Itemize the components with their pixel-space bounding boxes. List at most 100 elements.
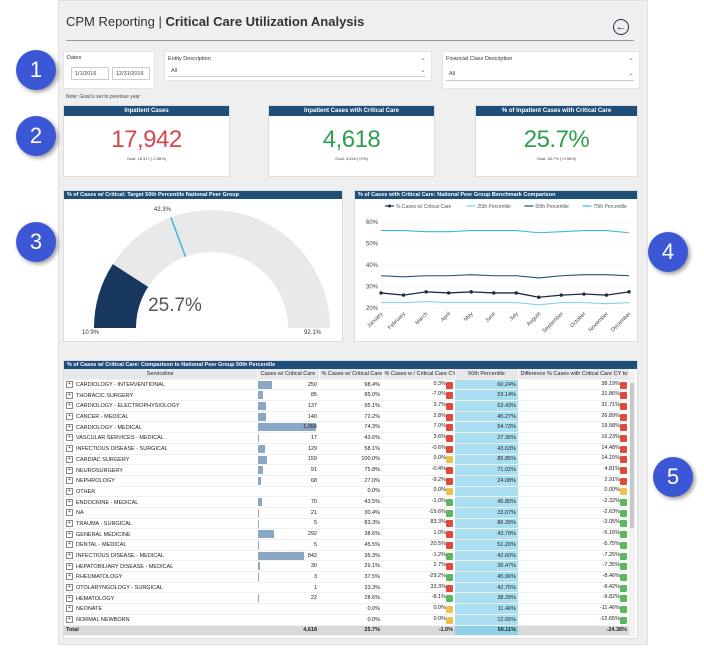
status-icon: [620, 413, 627, 421]
table-row[interactable]: + INFECTIOUS DISEASE - SURGICAL 129 58.1% -0…: [64, 443, 629, 455]
table-row[interactable]: + INFECTIOUS DISEASE - MEDICAL 842 35.3% -1.…: [64, 550, 629, 562]
cases-cell: 21: [257, 507, 319, 519]
date-start-input[interactable]: 1/1/2016: [71, 67, 109, 80]
table-row[interactable]: + CARDIOLOGY - MEDICAL 1,056 74.3% 7.0% 54.7…: [64, 421, 629, 434]
series-line: [380, 274, 630, 279]
serviceline-cell: + GENERAL MEDICINE: [64, 528, 257, 540]
p50-cell: 51.20%: [455, 539, 518, 551]
table-row[interactable]: + CANCER - MEDICAL 140 72.2% 2.8% 45.27% 26.8…: [64, 411, 629, 423]
expand-icon[interactable]: +: [66, 402, 73, 410]
x-tick-label: June: [484, 311, 497, 324]
column-header[interactable]: % Cases w/ Critical Care: [319, 369, 383, 380]
serviceline-cell: + INFECTIOUS DISEASE - SURGICAL: [64, 443, 257, 455]
cases-value: 30: [310, 563, 317, 570]
series-point: [424, 290, 428, 294]
p50-cell: 54.73%: [455, 421, 518, 434]
expand-icon[interactable]: +: [66, 391, 73, 399]
serviceline-label: RHEUMATOLOGY: [76, 574, 123, 581]
serviceline-cell: + DENTAL - MEDICAL: [64, 539, 257, 551]
cases-value: 21: [310, 509, 317, 516]
table-scrollbar[interactable]: [629, 371, 635, 637]
p50-cell: 38.39%: [455, 592, 518, 605]
table-row[interactable]: + ENDOCRINE - MEDICAL 70 43.5% -1.0% 45.80% -…: [64, 496, 629, 508]
table-row[interactable]: + DENTAL - MEDICAL 5 45.5% 20.5% 51.20% -5.75…: [64, 539, 629, 551]
expand-icon[interactable]: +: [66, 509, 73, 517]
expand-icon[interactable]: +: [66, 455, 73, 463]
expand-icon[interactable]: +: [66, 477, 73, 485]
expand-icon[interactable]: +: [66, 530, 73, 538]
series-point: [492, 291, 496, 295]
table-row[interactable]: + NEONATE 0.0% 0.0% 11.46% -11.46%: [64, 603, 629, 615]
financial-class-slicer[interactable]: Financial Class Description ⌄ All ⌄: [442, 51, 640, 89]
table-row[interactable]: + TRAUMA - SURGICAL 5 83.3% 83.3% 86.39% -3.0…: [64, 518, 629, 530]
status-icon: [446, 520, 453, 528]
chevron-down-icon[interactable]: ⌄: [420, 67, 426, 74]
table-row[interactable]: + THORACIC SURGERY 85 85.0% -7.0% 53.14% 31.8…: [64, 389, 629, 402]
entity-dropdown[interactable]: All: [168, 66, 426, 77]
status-icon: [446, 563, 453, 571]
financial-class-dropdown[interactable]: All: [446, 68, 634, 81]
cy-value: 33.3%: [430, 583, 446, 590]
pct-cell: 29.1%: [319, 560, 382, 573]
expand-icon[interactable]: +: [66, 423, 73, 431]
table-row[interactable]: + NA 21 30.4% -19.6% 33.07% -2.63%: [64, 507, 629, 519]
pct-cell: 98.4%: [319, 379, 382, 391]
cy-value: -29.2%: [428, 572, 446, 579]
pct-cell: 0.0%: [319, 486, 382, 498]
chevron-down-icon[interactable]: ⌄: [628, 70, 634, 77]
table-row[interactable]: + NORMAL NEWBORN 0.0% 0.0% 12.65% -12.65%: [64, 614, 629, 626]
table-row[interactable]: + NEUROSURGERY 91 75.8% -0.4% 71.02% 4.81%: [64, 464, 629, 476]
table-row[interactable]: + GENERAL MEDICINE 292 38.6% 1.0% 43.79% -5.1…: [64, 528, 629, 540]
column-header[interactable]: Difference % Cases with Critical Care CY…: [518, 369, 630, 380]
column-header[interactable]: 50th Percentile: [455, 369, 519, 380]
scrollbar-thumb[interactable]: [630, 383, 634, 528]
table-row[interactable]: + OTHER 0.0% 0.0% 0.00%: [64, 486, 629, 498]
p50-cell: 42.60%: [455, 550, 518, 562]
table-row[interactable]: + CARDIOLOGY - INTERVENTIONAL 250 98.4% 0.3%…: [64, 379, 629, 391]
expand-icon[interactable]: +: [66, 498, 73, 506]
expand-icon[interactable]: +: [66, 541, 73, 549]
expand-icon[interactable]: +: [66, 584, 73, 592]
serviceline-cell: + VASCULAR SERVICES - MEDICAL: [64, 432, 257, 444]
expand-icon[interactable]: +: [66, 552, 73, 560]
x-tick-label: January: [366, 311, 384, 329]
serviceline-label: CARDIOLOGY - MEDICAL: [76, 424, 142, 431]
serviceline-cell: + HEPATOBILIARY DISEASE - MEDICAL: [64, 560, 257, 573]
column-header[interactable]: Serviceline: [64, 369, 258, 380]
expand-icon[interactable]: +: [66, 562, 73, 570]
chevron-down-icon[interactable]: ⌄: [420, 55, 426, 62]
status-icon: [620, 392, 627, 400]
expand-icon[interactable]: +: [66, 381, 73, 389]
table-row[interactable]: + VASCULAR SERVICES - MEDICAL 17 43.6% 3.6% …: [64, 432, 629, 444]
table-row[interactable]: + CARDIOLOGY - ELECTROPHYSIOLOGY 137 95.1% 3…: [64, 400, 629, 412]
expand-icon[interactable]: +: [66, 605, 73, 613]
table-row[interactable]: + HEPATOBILIARY DISEASE - MEDICAL 30 29.1% 2…: [64, 560, 629, 573]
expand-icon[interactable]: +: [66, 466, 73, 474]
column-header[interactable]: Cases w/ Critical Care: [257, 369, 320, 380]
table-row[interactable]: + HEMATOLOGY 22 28.6% -8.1% 38.39% -9.82%: [64, 592, 629, 605]
callout-5: 5: [653, 457, 693, 497]
expand-icon[interactable]: +: [66, 487, 73, 495]
cases-cell: 129: [257, 443, 319, 455]
table-row[interactable]: + NEPHROLOGY 68 27.0% -9.2% 24.08% 2.91%: [64, 475, 629, 487]
diff-cell: -9.82%: [518, 592, 629, 605]
expand-icon[interactable]: +: [66, 519, 73, 527]
table-row[interactable]: + CARDIAC SURGERY 159 100.0% 0.0% 85.85% 14.1…: [64, 454, 629, 466]
column-header[interactable]: % Cases w / Critical Care CY over PY: [382, 369, 456, 380]
arrow-left-circle-icon[interactable]: ←: [613, 19, 629, 35]
date-end-input[interactable]: 12/31/2016: [112, 67, 150, 80]
expand-icon[interactable]: +: [66, 616, 73, 624]
status-icon: [620, 573, 627, 581]
diff-value: -2.32%: [602, 498, 620, 505]
chevron-down-icon[interactable]: ⌄: [628, 55, 634, 62]
expand-icon[interactable]: +: [66, 434, 73, 442]
expand-icon[interactable]: +: [66, 445, 73, 453]
p50-cell: 36.47%: [455, 560, 518, 573]
table-row[interactable]: + OTOLARYNGOLOGY - SURGICAL 1 33.3% 33.3% 42…: [64, 582, 629, 594]
entity-slicer[interactable]: Entity Description ⌄ All ⌄: [164, 51, 432, 81]
kpi-inpatient-cases: Inpatient Cases 17,942 Goal: 18,417 (-2.…: [63, 105, 230, 177]
expand-icon[interactable]: +: [66, 573, 73, 581]
table-row[interactable]: + RHEUMATOLOGY 3 37.5% -29.2% 45.96% -8.46%: [64, 571, 629, 583]
expand-icon[interactable]: +: [66, 594, 73, 602]
expand-icon[interactable]: +: [66, 413, 73, 421]
